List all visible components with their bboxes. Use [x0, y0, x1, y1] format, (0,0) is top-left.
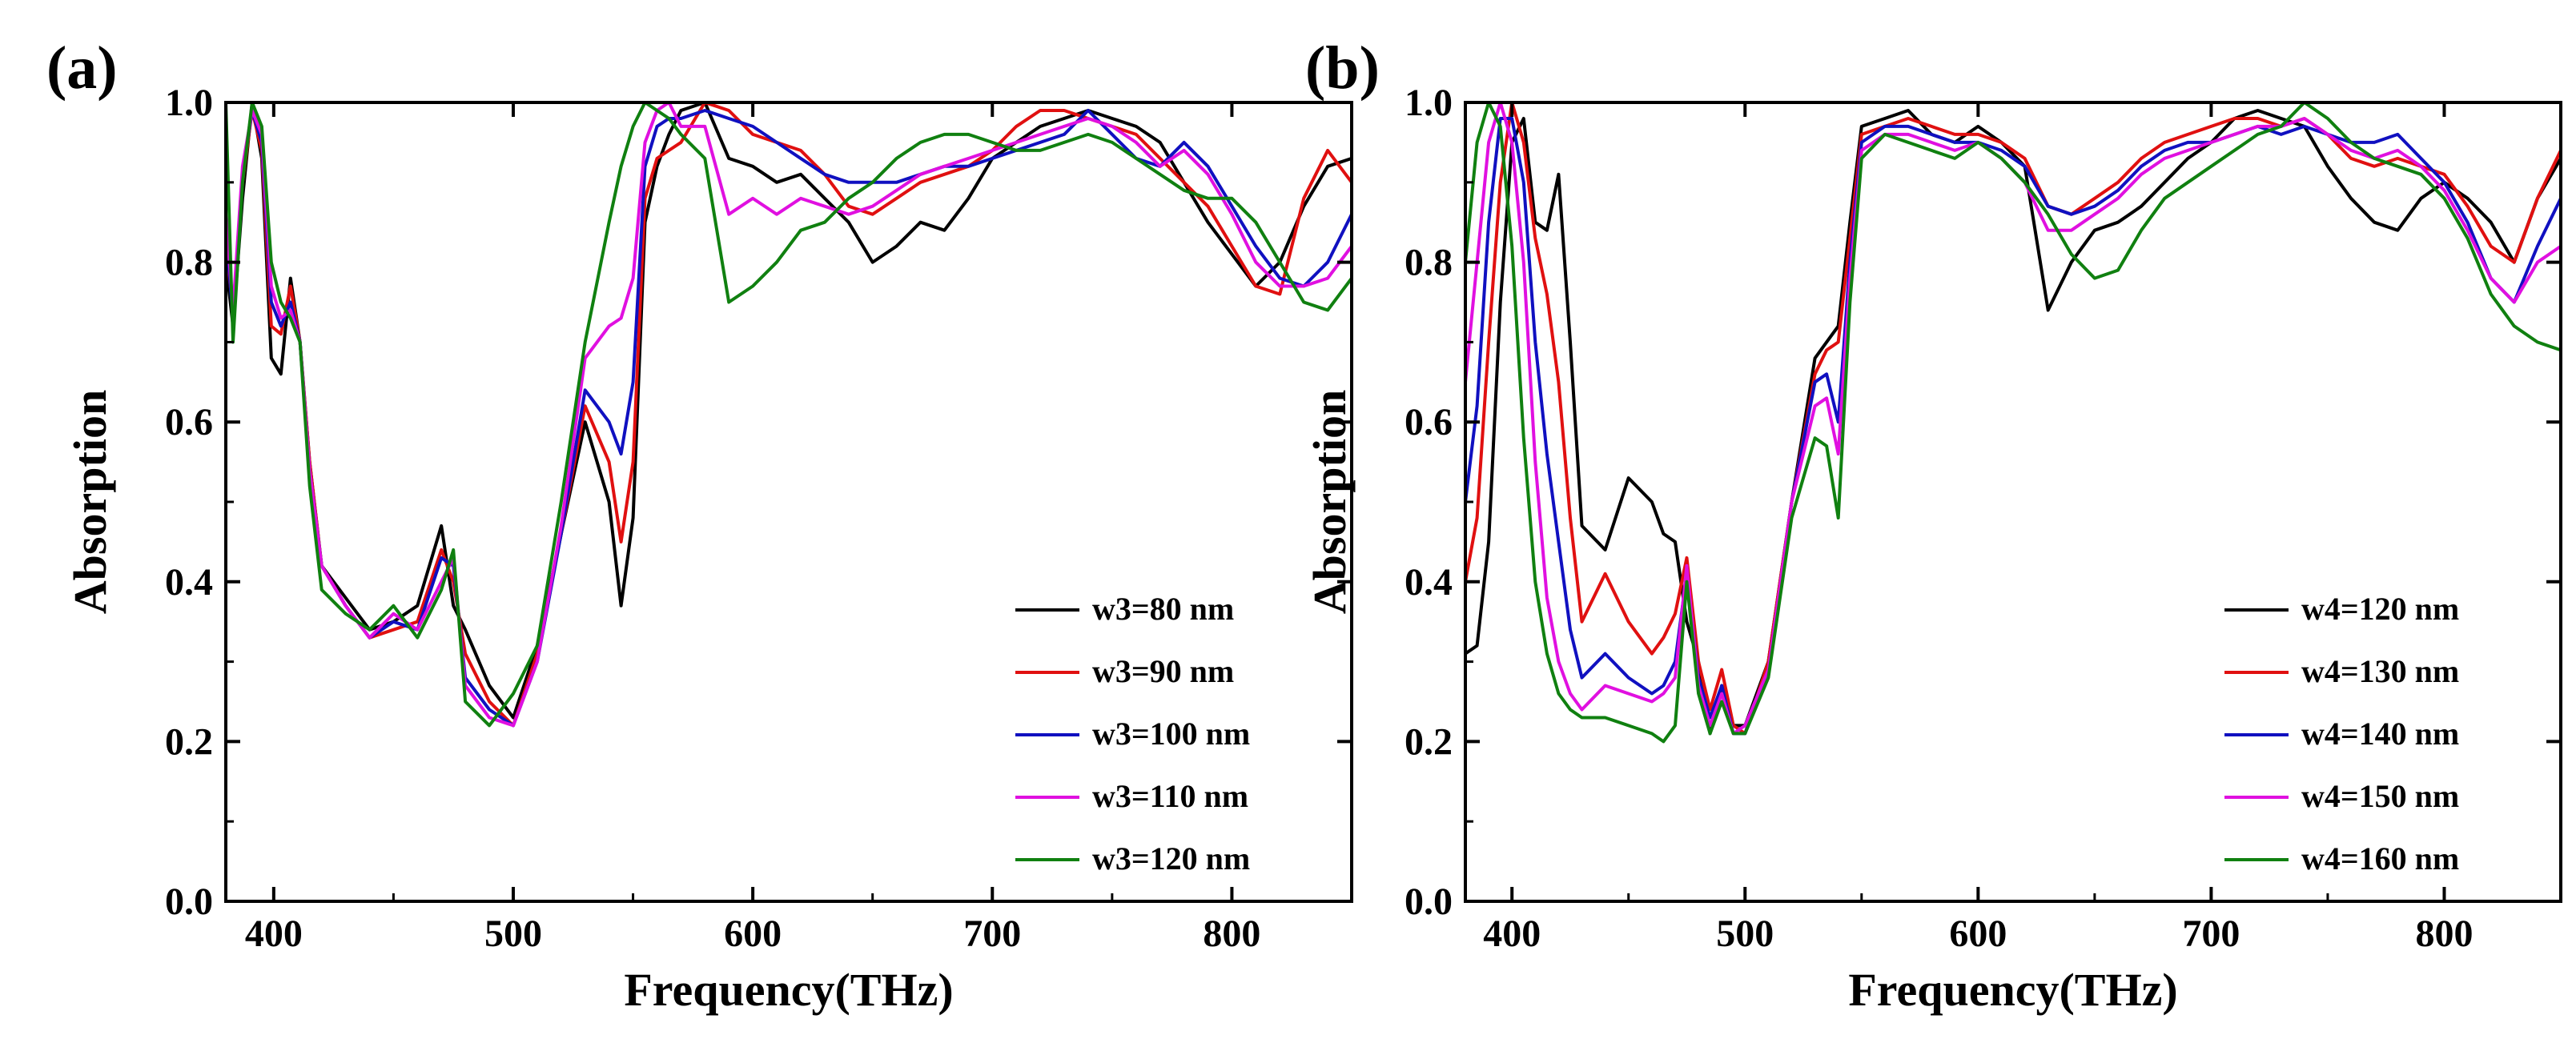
x-tick-label: 400 [245, 913, 303, 955]
panel-label: (b) [1305, 34, 1380, 102]
legend-entry: w4=130 nm [2301, 653, 2459, 689]
series-line-w4-160-nm [1465, 102, 2561, 744]
x-tick-label: 600 [1949, 913, 2007, 955]
legend-entry: w3=80 nm [1092, 591, 1234, 627]
legend-entry: w3=120 nm [1092, 840, 1250, 876]
y-tick-label: 0.6 [165, 401, 213, 443]
plot-area [226, 102, 1352, 728]
y-tick-label: 1.0 [165, 82, 213, 124]
x-tick-label: 700 [2182, 913, 2240, 955]
x-tick-label: 600 [724, 913, 782, 955]
x-tick-label: 500 [484, 913, 542, 955]
panel-b: 400 500 600 700 800 0.0 0.2 0.4 0.6 0.8 1.0 Frequen… [1304, 34, 2562, 1016]
series-line-w3-110-nm [226, 102, 1352, 728]
x-axis-label: Frequency(THz) [624, 964, 953, 1016]
series-line-w4-120-nm [1465, 109, 2561, 736]
legend-entry: w3=90 nm [1092, 653, 1234, 689]
y-tick-label: 0.2 [1405, 720, 1453, 763]
x-tick-label: 500 [1716, 913, 1774, 955]
y-tick-label: 0.6 [1405, 401, 1453, 443]
x-tick-label: 700 [963, 913, 1021, 955]
y-tick-label: 0.0 [1405, 881, 1453, 923]
y-tick-label: 0.4 [165, 561, 213, 604]
legend-entry: w3=110 nm [1092, 778, 1248, 814]
y-tick-label: 0.2 [165, 720, 213, 763]
legend-entry: w3=100 nm [1092, 716, 1250, 752]
y-axis-label: Absorption [1304, 390, 1356, 614]
x-tick-label: 400 [1483, 913, 1541, 955]
y-tick-label: 0.4 [1405, 561, 1453, 604]
y-tick-label: 0.8 [1405, 242, 1453, 284]
y-axis-label: Absorption [64, 390, 116, 614]
legend: w4=120 nm w4=130 nm w4=140 nm w4=150 nm w4=1… [2224, 591, 2459, 876]
x-axis-label: Frequency(THz) [1848, 964, 2177, 1016]
legend: w3=80 nm w3=90 nm w3=100 nm w3=110 nm w3=120… [1015, 591, 1250, 876]
legend-entry: w4=120 nm [2301, 591, 2459, 627]
legend-entry: w4=160 nm [2301, 840, 2459, 876]
x-tick-label: 800 [1203, 913, 1260, 955]
y-tick-label: 1.0 [1405, 82, 1453, 124]
legend-entry: w4=140 nm [2301, 716, 2459, 752]
series-line-w3-120-nm [226, 102, 1352, 728]
panel-label: (a) [46, 34, 118, 102]
panel-a: 400 500 600 700 800 0.0 0.2 0.4 0.6 0.8 1.0 Frequen… [46, 34, 1353, 1016]
y-tick-label: 0.8 [165, 242, 213, 284]
plot-area [1465, 102, 2561, 744]
x-tick-label: 800 [2415, 913, 2473, 955]
legend-entry: w4=150 nm [2301, 778, 2459, 814]
series-line-w4-140-nm [1465, 117, 2561, 736]
y-tick-label: 0.0 [165, 881, 213, 923]
